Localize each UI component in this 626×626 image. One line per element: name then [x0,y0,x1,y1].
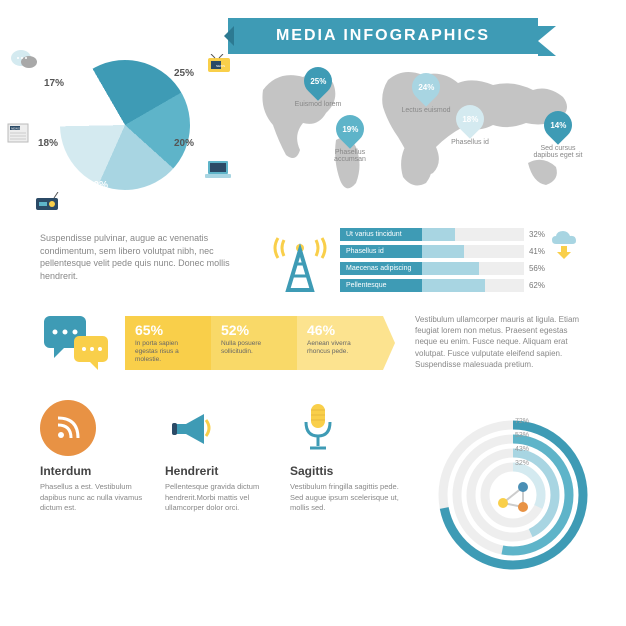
bottom-col-mic: Sagittis Vestibulum fringilla sagittis p… [290,400,400,514]
col-title: Interdum [40,464,150,478]
arrow-text: Aenean viverra rhoncus pede. [307,340,373,356]
radio-icon [34,192,60,217]
map-caption: Phasellus accumsan [320,149,380,163]
map-caption: Phasellus id [440,139,500,146]
map-pin: 24% [412,73,440,109]
svg-text:NEWS: NEWS [216,64,225,68]
hbar-fill [422,245,464,258]
radial-ring-label: 72% [515,418,529,425]
side-paragraph: Vestibulum ullamcorper mauris at ligula.… [415,314,590,370]
hbar-fill [422,228,455,241]
hbar-row: Maecenas adipiscing 56% [340,262,545,275]
hbar-value: 32% [529,230,545,239]
ribbon-tail [538,26,556,56]
cloud-download-icon [546,228,586,265]
chat-icon [10,48,38,77]
hbar-track [422,279,524,292]
hbar-label: Pellentesque [340,279,422,292]
map-pin: 18% [456,105,484,141]
arrow-text: In porta sapien egestas risus a molestie… [135,340,201,363]
hbar-value: 62% [529,281,545,290]
title-ribbon: MEDIA INFOGRAPHICS [228,18,538,54]
arrow-stat-box: 65% In porta sapien egestas risus a moles… [125,316,211,370]
antenna-icon [270,228,330,298]
hbar-track [422,228,524,241]
hbar-row: Phasellus id 41% [340,245,545,258]
world-map: 25%Euismod lorem 19%Phasellus accumsan 24%… [248,55,598,210]
map-caption: Lectus euismod [396,107,456,114]
page-title: MEDIA INFOGRAPHICS [228,18,538,54]
bottom-col-megaphone: Hendrerit Pellentesque gravida dictum he… [165,400,275,514]
arrow-stat-box: 46% Aenean viverra rhoncus pede. [297,316,383,370]
laptop-icon [204,160,232,185]
col-text: Phasellus a est. Vestibulum dapibus nunc… [40,482,150,514]
hbar-fill [422,262,479,275]
svg-text:NEWS: NEWS [11,127,20,131]
hbar-value: 41% [529,247,545,256]
col-title: Hendrerit [165,464,275,478]
arrow-pct: 46% [307,322,373,338]
hbar-fill [422,279,485,292]
bottom-col-rss: Interdum Phasellus a est. Vestibulum dap… [40,400,150,514]
radial-bar-chart: 72% 53% 43% 32% [418,400,588,570]
pie-body [60,60,190,190]
map-pin: 14% [544,111,572,147]
rss-icon [40,400,96,456]
radial-ring-label: 43% [515,446,529,453]
pie-chart: 25%20%20%18%17% NEWS NEWS [40,40,210,210]
radial-ring-label: 32% [515,460,529,467]
hbar-label: Ut varius tincidunt [340,228,422,241]
hbar-row: Ut varius tincidunt 32% [340,228,545,241]
tv-icon: NEWS [206,54,232,81]
speech-bubbles-icon [40,312,110,372]
intro-paragraph: Suspendisse pulvinar, augue ac venenatis… [40,232,250,282]
horizontal-bar-chart: Ut varius tincidunt 32% Phasellus id 41%… [340,228,545,296]
hbar-row: Pellentesque 62% [340,279,545,292]
hbar-label: Phasellus id [340,245,422,258]
pie-segment-label: 17% [44,78,64,89]
arrow-pct: 65% [135,322,201,338]
hbar-value: 56% [529,264,545,273]
col-text: Vestibulum fringilla sagittis pede. Sed … [290,482,400,514]
col-title: Sagittis [290,464,400,478]
pie-segment-label: 18% [38,138,58,149]
radial-ring-label: 53% [515,432,529,439]
megaphone-icon [165,400,221,456]
map-caption: Sed cursus dapibus eget sit [528,145,588,159]
arrow-text: Nulla posuere sollicitudin. [221,340,287,356]
mic-icon [290,400,346,456]
pie-segment-label: 20% [88,180,108,191]
map-pin: 19% [336,115,364,151]
arrow-stat-box: 52% Nulla posuere sollicitudin. [211,316,297,370]
map-pin: 25% [304,67,332,103]
hbar-track [422,262,524,275]
arrow-percentage-row: 65% In porta sapien egestas risus a moles… [125,316,405,370]
newspaper-icon: NEWS [6,122,32,149]
pie-segment-label: 25% [174,68,194,79]
hbar-label: Maecenas adipiscing [340,262,422,275]
pie-segment-label: 20% [174,138,194,149]
hbar-track [422,245,524,258]
map-caption: Euismod lorem [288,101,348,108]
col-text: Pellentesque gravida dictum hendrerit.Mo… [165,482,275,514]
arrow-pct: 52% [221,322,287,338]
